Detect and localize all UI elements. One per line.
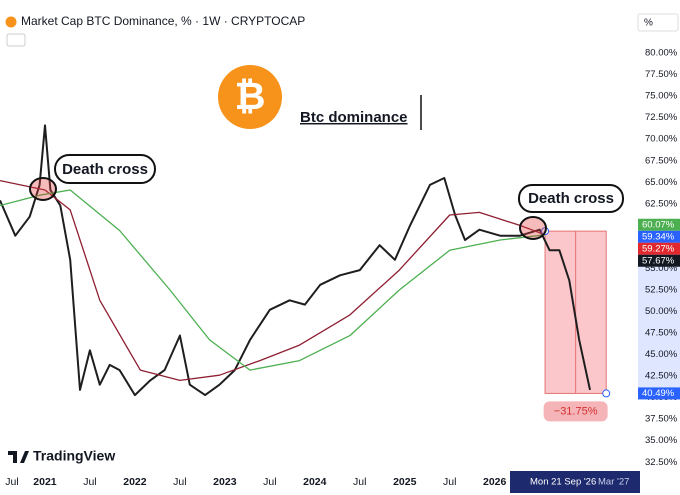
y-tick-label: 32.50%: [645, 457, 678, 468]
x-tick-label: 2024: [303, 476, 327, 488]
unit-box[interactable]: [637, 13, 679, 32]
price-tag: [638, 230, 680, 243]
x-tick-label: Jul: [263, 476, 276, 488]
series-line: [0, 179, 546, 382]
y-tick-label: 67.50%: [645, 155, 678, 166]
price-tag: [638, 218, 680, 231]
series-line: [0, 189, 546, 371]
price-tag-label: 40.49%: [642, 388, 675, 399]
y-tick-label: 72.50%: [645, 112, 678, 123]
x-tick-label: Jul: [353, 476, 366, 488]
annotation: Death cross: [62, 161, 148, 178]
price-tag-label: 57.67%: [642, 255, 675, 266]
axis-end-label: Mar '27: [598, 477, 629, 488]
x-tick-label: 2026: [483, 476, 507, 488]
x-tick-label: Jul: [5, 476, 18, 488]
y-tick-label: 37.50%: [645, 414, 678, 425]
measure-handle: [602, 389, 611, 398]
y-tick-label: 70.00%: [645, 134, 678, 145]
price-tag: [638, 387, 680, 400]
price-tag-label: 59.34%: [642, 231, 675, 242]
series-line: [0, 124, 591, 397]
y-tick-label: 45.00%: [645, 349, 678, 360]
collapse-button[interactable]: [6, 33, 26, 47]
plot-area: 32.50%35.00%37.50%40.00%42.50%45.00%47.5…: [0, 48, 680, 488]
axis-unit: %: [644, 18, 653, 29]
crosshair-label: Mon 21 Sep '26: [530, 477, 596, 488]
y-tick-label: 35.00%: [645, 435, 678, 446]
x-tick-label: Jul: [173, 476, 186, 488]
time-strip: [510, 471, 640, 493]
y-tick-label: 50.00%: [645, 306, 678, 317]
y-tick-label: 42.50%: [645, 371, 678, 382]
logo-icon: [8, 451, 29, 463]
chart-title: Market Cap BTC Dominance, % · 1W · CRYPT…: [21, 14, 305, 28]
price-tag-label: 60.07%: [642, 219, 675, 230]
callout: [54, 154, 156, 184]
measure-label-box: [543, 401, 608, 422]
annotation: Btc dominance: [300, 109, 408, 126]
bitcoin-symbol: ₿: [235, 76, 266, 118]
price-tag: [638, 254, 680, 267]
y-tick-label: 75.00%: [645, 91, 678, 102]
price-tag: [638, 242, 680, 255]
price-tag-label: 59.27%: [642, 243, 675, 254]
y-tick-label: 80.00%: [645, 48, 678, 59]
measure-label: −31.75%: [554, 405, 598, 417]
y-tick-label: 52.50%: [645, 284, 678, 295]
bitcoin-logo: [218, 65, 282, 129]
y-tick-label: 77.50%: [645, 69, 678, 80]
y-tick-label: 47.50%: [645, 328, 678, 339]
cross-marker: [29, 177, 57, 201]
coin-icon: [5, 16, 17, 28]
y-tick-label: 65.00%: [645, 177, 678, 188]
annotation: Death cross: [528, 190, 614, 207]
callout: [518, 184, 624, 213]
x-tick-label: 2022: [123, 476, 147, 488]
watermark: TradingView: [33, 448, 115, 464]
x-tick-label: Jul: [83, 476, 96, 488]
y-tick-label: 62.50%: [645, 198, 678, 209]
cross-marker: [519, 216, 547, 240]
x-tick-label: 2023: [213, 476, 237, 488]
x-tick-label: 2021: [33, 476, 57, 488]
y-tick-label: 55.00%: [645, 263, 678, 274]
x-tick-label: Jul: [443, 476, 456, 488]
x-tick-label: 2025: [393, 476, 417, 488]
